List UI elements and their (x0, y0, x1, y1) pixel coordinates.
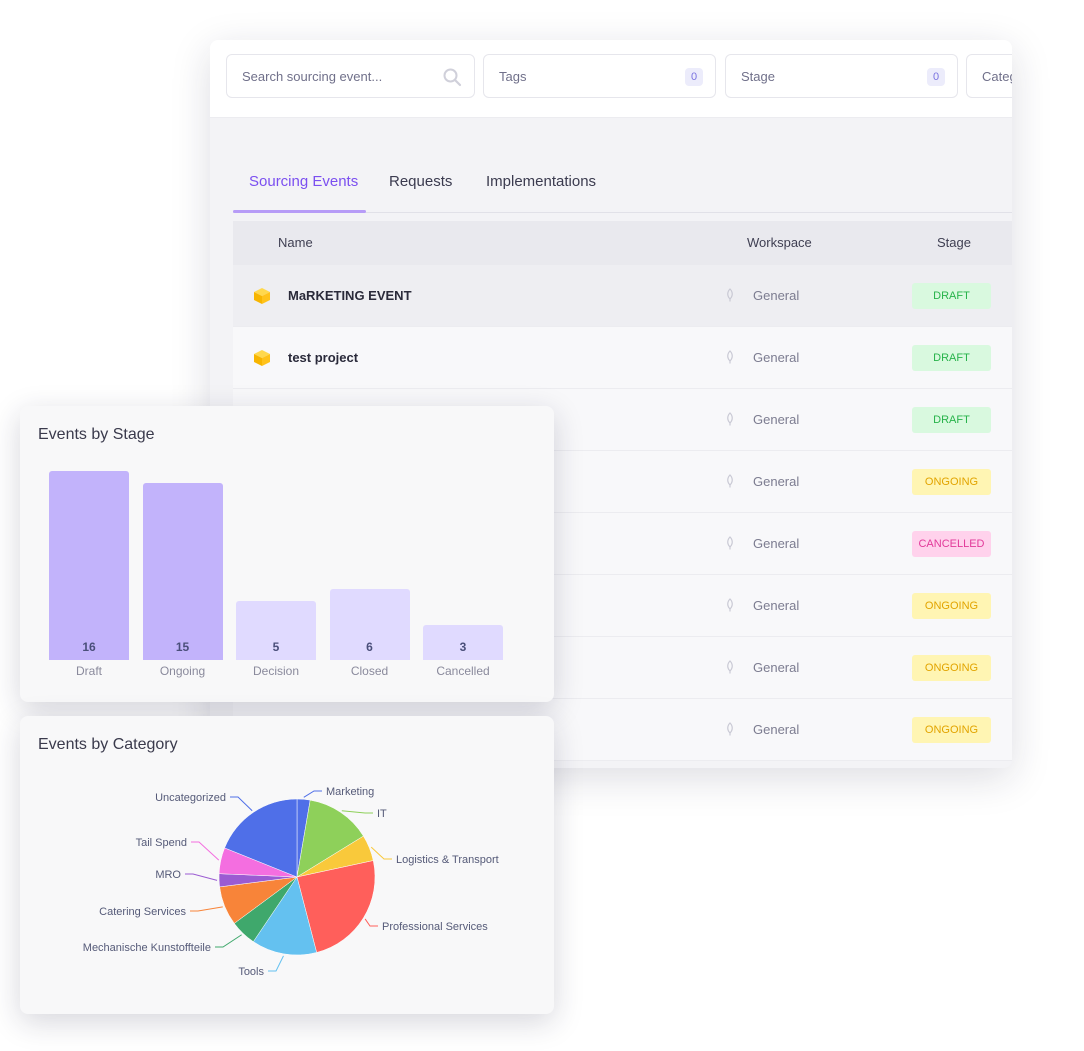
category-label: Categ (982, 68, 1012, 84)
leaf-icon (727, 598, 733, 612)
stage-badge: ONGOING (912, 593, 991, 619)
bar-value-label: 15 (175, 640, 190, 654)
pie-slice-label: Catering Services (99, 906, 186, 918)
pie-leader-line (268, 955, 284, 972)
active-tab-indicator (233, 210, 366, 213)
workspace-name: General (753, 722, 800, 737)
search-input[interactable]: Search sourcing event... (226, 54, 475, 98)
pie-leader-line (303, 790, 322, 798)
workspace-name: General (753, 474, 800, 489)
stage-badge: DRAFT (912, 407, 991, 433)
stage-badge: ONGOING (912, 469, 991, 495)
filter-bar: Search sourcing event... Tags 0 Stage 0 … (210, 40, 1012, 118)
bar-category-label: Closed (350, 664, 389, 678)
stage-badge: DRAFT (912, 345, 991, 371)
event-name[interactable]: MaRKETING EVENT (288, 288, 412, 303)
pie-slice-label: Logistics & Transport (396, 854, 499, 866)
tab-sourcing-events[interactable]: Sourcing Events (249, 173, 359, 190)
stage-badge: DRAFT (912, 283, 991, 309)
bar-value-label: 5 (272, 640, 280, 654)
workspace-name: General (753, 536, 800, 551)
sourcing-events-window: Search sourcing event... Tags 0 Stage 0 … (210, 40, 1012, 768)
card-title: Events by Category (38, 736, 178, 753)
event-name[interactable]: test project (288, 350, 359, 365)
search-icon[interactable] (442, 67, 462, 87)
cube-icon (254, 288, 270, 304)
tags-count-badge: 0 (685, 68, 703, 86)
pie-slice-label: IT (377, 808, 387, 820)
tags-label: Tags (499, 68, 527, 84)
bar-value-label: 6 (366, 640, 373, 654)
stage-badge: CANCELLED (912, 531, 991, 557)
stage-count-badge: 0 (927, 68, 945, 86)
pie-slice-label: Professional Services (382, 921, 488, 933)
bar-value-label: 3 (459, 640, 467, 654)
stage-badge: ONGOING (912, 717, 991, 743)
search-placeholder: Search sourcing event... (242, 68, 383, 84)
pie-leader-line (341, 810, 373, 814)
pie-slice-label: Marketing (326, 786, 374, 798)
bar-value-label: 16 (82, 640, 96, 654)
events-by-stage-card: Events by Stage 16 Draft 15 Ongoing 5 Decisio… (20, 406, 554, 702)
column-header-workspace[interactable]: Workspace (747, 235, 812, 250)
leaf-icon (727, 660, 733, 674)
leaf-icon (727, 536, 733, 550)
workspace-name: General (753, 350, 800, 365)
bar[interactable] (329, 589, 410, 660)
card-title: Events by Stage (38, 426, 155, 443)
pie-leader-line (215, 934, 242, 948)
column-header-name[interactable]: Name (278, 235, 313, 250)
stage-filter[interactable]: Stage 0 (725, 54, 958, 98)
cube-icon (254, 350, 270, 366)
stage-badge: ONGOING (912, 655, 991, 681)
pie-slice[interactable] (224, 798, 298, 878)
bar[interactable] (236, 600, 316, 660)
events-by-category-card: Events by Category Marketing IT Logistics … (20, 716, 554, 1014)
pie-slice[interactable] (252, 876, 317, 956)
pie-leader-line (370, 846, 392, 860)
pie-slice-label: MRO (155, 869, 181, 881)
pie-leader-line (230, 796, 253, 812)
tags-filter[interactable]: Tags 0 (483, 54, 716, 98)
pie-slice-label: Mechanische Kunstoffteile (83, 942, 211, 954)
bar-category-label: Draft (75, 664, 102, 678)
bar-category-label: Decision (252, 664, 300, 678)
stage-label: Stage (741, 68, 775, 84)
pie-slice[interactable] (296, 799, 364, 878)
bar-category-label: Cancelled (436, 664, 490, 678)
tab-requests[interactable]: Requests (389, 173, 453, 190)
bar[interactable] (49, 471, 129, 660)
bar-category-label: Ongoing (159, 664, 206, 678)
tab-bar: Sourcing Events Requests Implementations (233, 165, 1012, 213)
bar[interactable] (142, 482, 223, 660)
pie-slice[interactable] (296, 860, 376, 953)
workspace-name: General (753, 660, 800, 675)
leaf-icon (727, 722, 733, 736)
leaf-icon (727, 412, 733, 426)
workspace-name: General (753, 412, 800, 427)
pie-leader-line (191, 841, 220, 861)
table-header: Name Workspace Stage (233, 221, 1012, 265)
bar[interactable] (423, 624, 503, 660)
pie-slice-label: Uncategorized (155, 792, 226, 804)
category-filter[interactable]: Categ (966, 54, 1012, 98)
pie-slice-label: Tail Spend (136, 837, 187, 849)
workspace-name: General (753, 598, 800, 613)
workspace-name: General (753, 288, 800, 303)
pie-slice-label: Tools (238, 966, 264, 978)
column-header-stage[interactable]: Stage (937, 235, 971, 250)
pie-leader-line (185, 873, 218, 881)
table-row[interactable]: MaRKETING EVENT General DRAFT (233, 265, 1012, 327)
tab-implementations[interactable]: Implementations (486, 173, 597, 190)
pie-leader-line (364, 918, 378, 927)
leaf-icon (727, 350, 733, 364)
table-row[interactable]: test project General DRAFT (233, 327, 1012, 389)
leaf-icon (727, 288, 733, 302)
leaf-icon (727, 474, 733, 488)
pie-leader-line (190, 906, 223, 912)
